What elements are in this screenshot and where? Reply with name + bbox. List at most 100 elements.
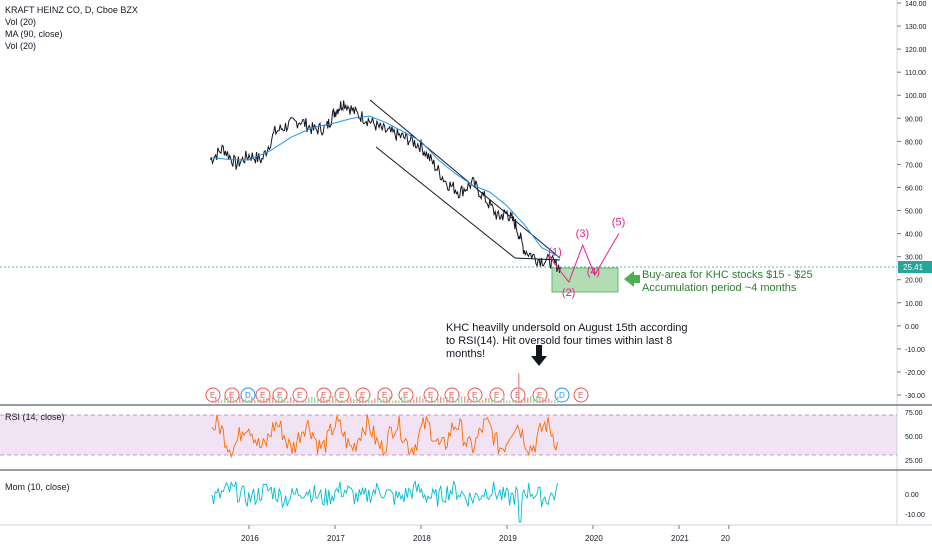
volume-bar: [305, 400, 307, 403]
volume-bar: [221, 400, 223, 403]
volume-bar: [389, 396, 391, 403]
volume-bar: [497, 400, 499, 403]
price-tick-label: 100.00: [905, 93, 927, 100]
volume-bar: [311, 396, 313, 403]
volume-bar: [380, 399, 382, 403]
volume-bar: [302, 400, 304, 403]
volume-bar: [341, 399, 343, 403]
volume-bar: [332, 396, 334, 403]
rsi-note-text-1: KHC heavilly undersold on August 15th ac…: [446, 322, 688, 334]
volume-bar: [467, 398, 469, 403]
volume-bar: [488, 398, 490, 403]
volume-bar: [476, 396, 478, 403]
time-tick-label: 2018: [413, 534, 431, 543]
price-tick-label: -20.00: [905, 370, 925, 377]
volume-bar: [410, 400, 412, 403]
rsi-tick-label: 25.00: [905, 458, 923, 465]
volume-bar: [254, 400, 256, 403]
chart-legend: KRAFT HEINZ CO, D, Cboe BZX Vol (20) MA …: [5, 4, 138, 52]
buy-area-text-2: Accumulation period ~4 months: [642, 282, 797, 294]
volume-bar: [236, 400, 238, 403]
price-tick-label: 140.00: [905, 1, 927, 8]
event-marker-label: E: [494, 391, 499, 400]
volume-bar: [485, 398, 487, 403]
volume-bar: [284, 397, 286, 403]
indicator-ma[interactable]: MA (90, close): [5, 29, 63, 39]
rsi-panel-label[interactable]: RSI (14, close): [5, 412, 65, 422]
volume-bar: [233, 398, 235, 403]
elliott-wave-line: [549, 233, 620, 284]
volume-bar: [512, 399, 514, 403]
volume-bar: [356, 397, 358, 403]
volume-bar: [473, 398, 475, 403]
mom-panel-label[interactable]: Mom (10, close): [5, 482, 70, 492]
volume-bar: [329, 396, 331, 403]
indicator-vol-2[interactable]: Vol (20): [5, 41, 37, 51]
volume-bar: [533, 397, 535, 403]
earnings-event-icon[interactable]: [272, 387, 288, 403]
earnings-event-icon[interactable]: [573, 387, 589, 403]
symbol-title[interactable]: KRAFT HEINZ CO, D, Cboe BZX: [5, 5, 138, 15]
event-marker-label: E: [472, 391, 477, 400]
volume-bar: [326, 399, 328, 403]
volume-bar: [491, 399, 493, 403]
price-tick-label: 50.00: [905, 209, 923, 216]
earnings-event-icon[interactable]: [467, 387, 483, 403]
price-tick-label: 40.00: [905, 232, 923, 239]
volume-bar: [521, 399, 523, 403]
volume-bar: [395, 400, 397, 403]
event-marker-label: E: [428, 391, 433, 400]
volume-bar: [377, 396, 379, 403]
channel-lower-extension: [514, 257, 561, 261]
event-marker-label: E: [537, 391, 542, 400]
price-tick-label: 90.00: [905, 116, 923, 123]
price-tick-label: 60.00: [905, 185, 923, 192]
down-arrow-icon: [531, 345, 547, 366]
volume-bar: [425, 396, 427, 403]
event-marker-label: E: [277, 391, 282, 400]
time-tick-label: 2021: [671, 534, 689, 543]
volume-bar: [278, 396, 280, 403]
event-marker-label: E: [210, 391, 215, 400]
time-tick-label: 2017: [327, 534, 345, 543]
volume-bar: [554, 400, 556, 403]
channel-upper-line: [369, 99, 561, 259]
volume-bar: [455, 400, 457, 403]
event-marker-label: D: [559, 391, 565, 400]
volume-bar: [479, 398, 481, 403]
volume-bar: [245, 398, 247, 403]
channel-lower-line: [375, 146, 516, 259]
volume-bar: [431, 396, 433, 403]
volume-bar: [323, 398, 325, 403]
volume-bar: [314, 397, 316, 403]
volume-bar: [347, 400, 349, 403]
event-marker-label: E: [382, 391, 387, 400]
rsi-series-line: [211, 414, 559, 459]
volume-bar: [407, 399, 409, 403]
volume-bar: [296, 399, 298, 403]
volume-bar: [482, 400, 484, 403]
volume-bar: [359, 396, 361, 403]
price-series-line: [209, 100, 561, 273]
volume-bar: [449, 397, 451, 403]
volume-bar: [428, 400, 430, 403]
volume-bar: [362, 396, 364, 403]
volume-bar: [518, 373, 520, 403]
rsi-note-text-3: months!: [446, 348, 485, 360]
buy-area-box[interactable]: [551, 267, 619, 293]
price-tick-label: 130.00: [905, 24, 927, 31]
earnings-event-icon[interactable]: [377, 387, 393, 403]
time-tick-label: 2020: [585, 534, 603, 543]
volume-bar: [413, 399, 415, 403]
volume-bar: [224, 397, 226, 403]
volume-bar: [452, 397, 454, 403]
volume-bar: [503, 396, 505, 403]
volume-bar: [242, 399, 244, 403]
volume-bar: [470, 399, 472, 403]
volume-bar: [350, 397, 352, 403]
volume-bar: [392, 400, 394, 403]
time-tick-label: 2016: [241, 534, 259, 543]
indicator-vol-1[interactable]: Vol (20): [5, 17, 37, 27]
volume-bar: [371, 400, 373, 403]
